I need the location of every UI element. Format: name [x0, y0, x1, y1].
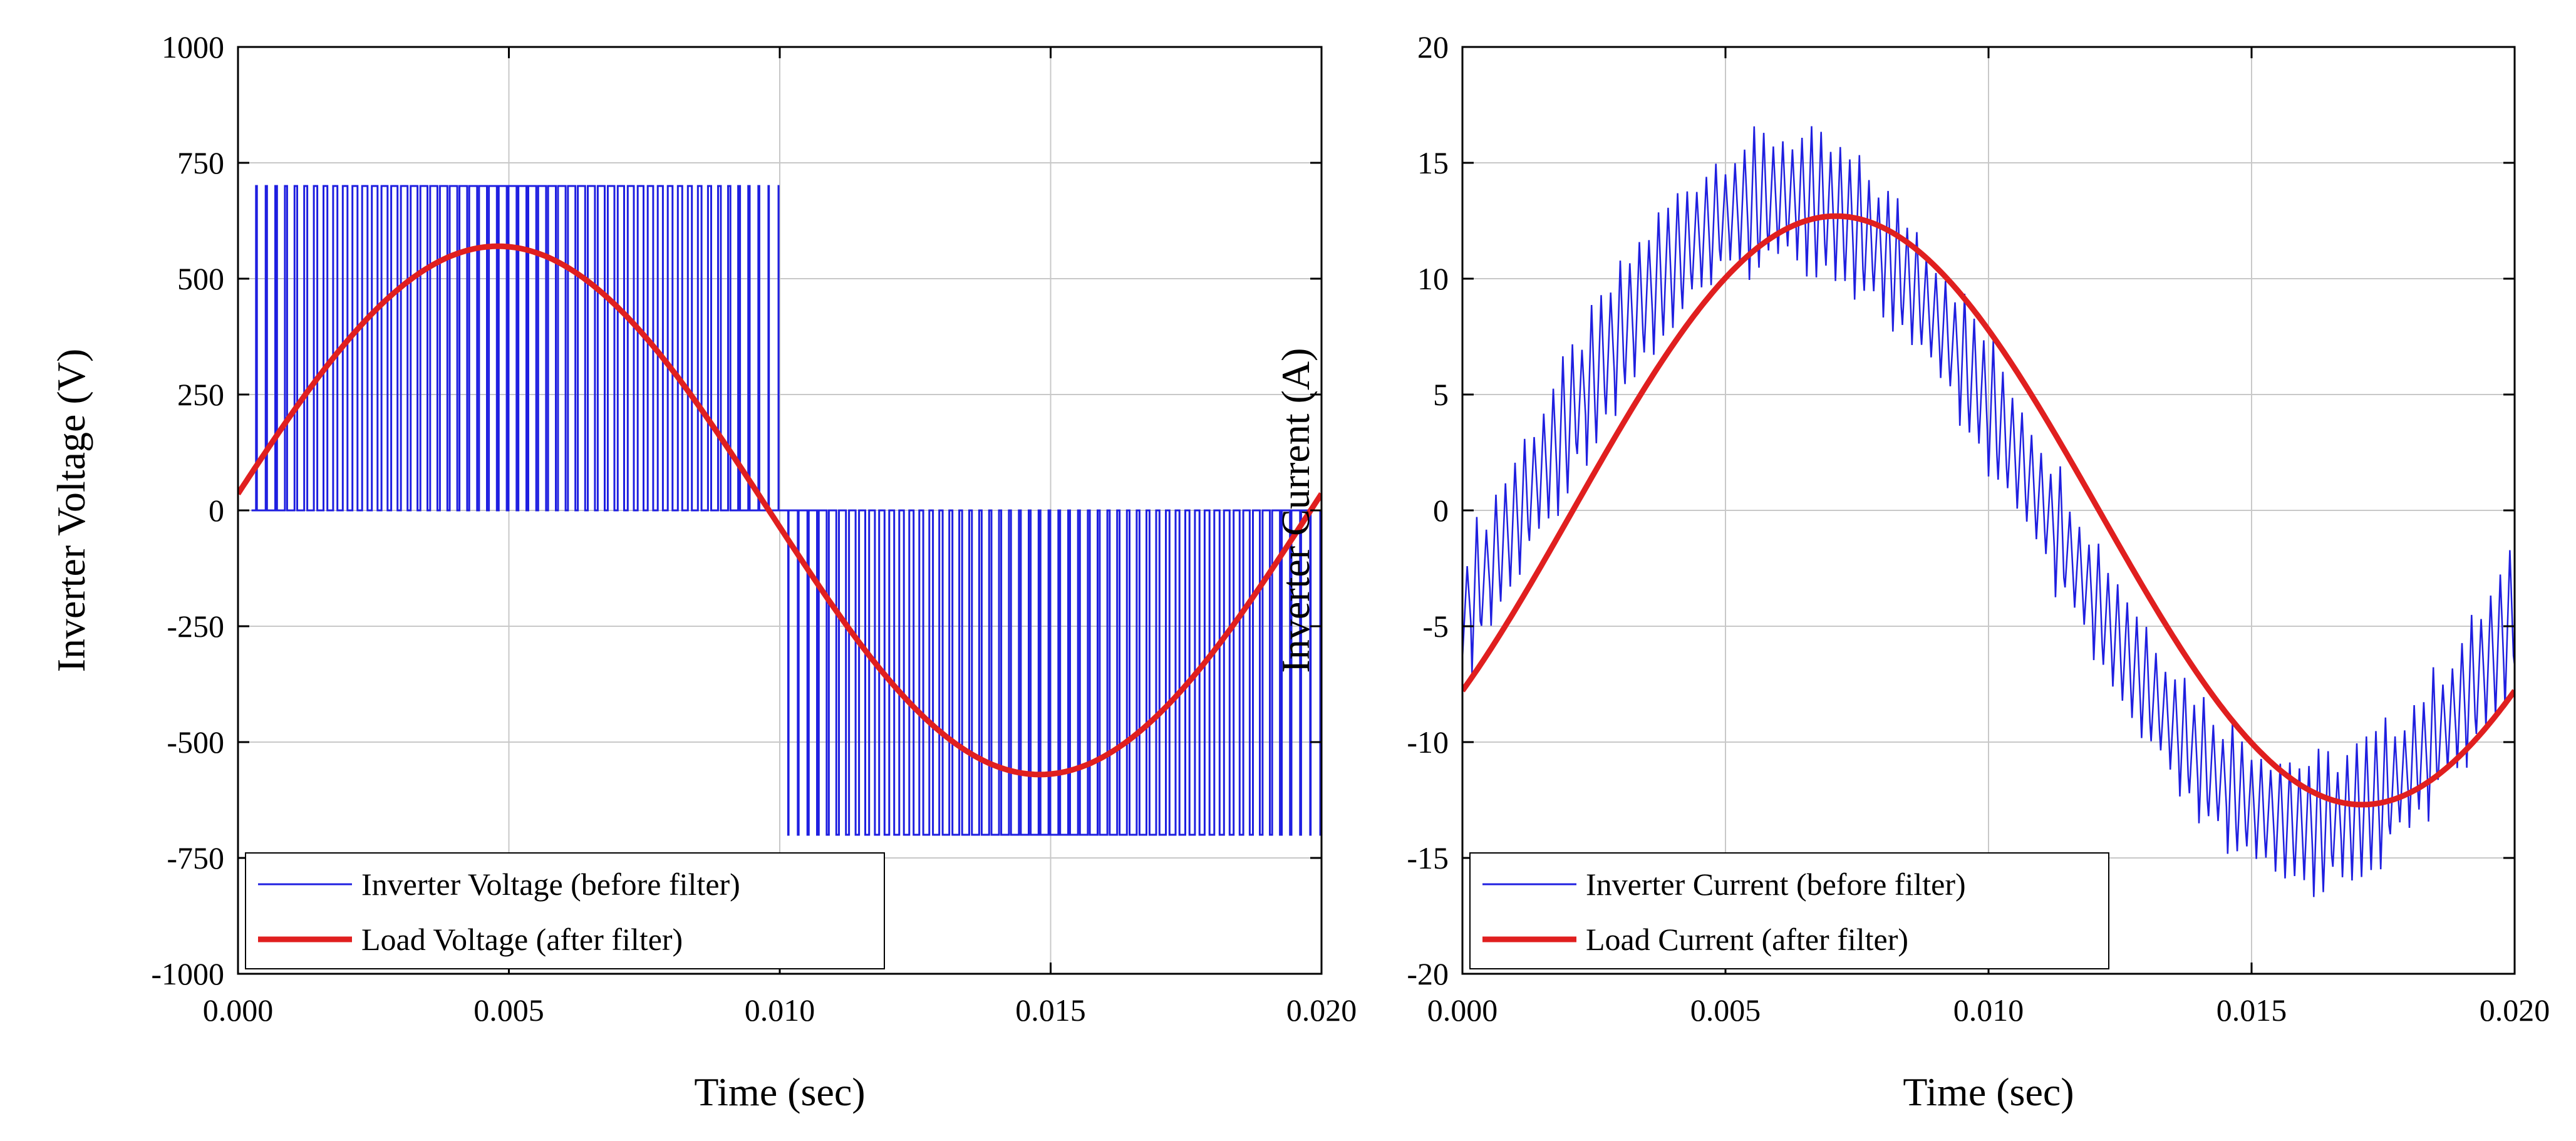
series-line-load	[238, 243, 1322, 778]
y-tick-label: -250	[167, 609, 224, 644]
y-tick-label: -5	[1422, 609, 1449, 644]
legend-label: Inverter Voltage (before filter)	[361, 867, 740, 902]
y-tick-label: -20	[1407, 956, 1449, 991]
x-tick-label: 0.020	[1286, 993, 1357, 1028]
y-tick-label: -1000	[151, 956, 224, 991]
x-axis-title: Time (sec)	[1903, 1070, 2074, 1114]
x-tick-label: 0.010	[745, 993, 815, 1028]
x-tick-label: 0.005	[473, 993, 544, 1028]
legend: Inverter Current (before filter) Load Cur…	[1469, 852, 2109, 969]
y-tick-label: 10	[1417, 261, 1449, 296]
x-tick-label: 0.005	[1690, 993, 1761, 1028]
series-line-inverter-voltage	[251, 185, 1322, 836]
y-tick-label: 1000	[162, 29, 224, 65]
series-group	[238, 185, 1322, 836]
y-tick-label: 0	[1433, 493, 1449, 528]
x-tick-label: 0.010	[1953, 993, 2024, 1028]
x-tick-label: 0.015	[2216, 993, 2287, 1028]
legend-box	[245, 852, 885, 969]
legend: Inverter Voltage (before filter) Load Vol…	[245, 852, 885, 969]
chart-inverter-current: 0.000 0.005 0.010 0.015 0.020 -20 -15 -10 -5 0 5 10…	[1273, 29, 2550, 1114]
y-tick-label: -15	[1407, 840, 1449, 875]
y-tick-label: 20	[1417, 29, 1449, 65]
legend-label: Load Voltage (after filter)	[361, 922, 683, 957]
y-tick-label: 0	[209, 493, 224, 528]
y-tick-label: 5	[1433, 377, 1449, 412]
y-tick-label: 15	[1417, 145, 1449, 180]
y-axis-title: Inverter Current (A)	[1273, 348, 1318, 673]
series-group	[1462, 126, 2515, 897]
x-tick-label: 0.015	[1015, 993, 1086, 1028]
chart-inverter-voltage: 0.000 0.005 0.010 0.015 0.020 -1000 -750 -500 -2…	[49, 29, 1357, 1114]
legend-label: Inverter Current (before filter)	[1586, 867, 1966, 902]
y-tick-label: 500	[177, 261, 224, 296]
y-tick-label: -10	[1407, 725, 1449, 760]
y-tick-label: 250	[177, 377, 224, 412]
legend-box	[1469, 852, 2109, 969]
x-tick-label: 0.020	[2480, 993, 2550, 1028]
x-axis-title: Time (sec)	[694, 1070, 865, 1114]
y-axis-title: Inverter Voltage (V)	[49, 349, 93, 673]
series-line-load	[1462, 213, 2515, 808]
y-tick-label: 750	[177, 145, 224, 180]
x-tick-label: 0.000	[203, 993, 274, 1028]
y-tick-label: -500	[167, 725, 224, 760]
x-tick-label: 0.000	[1427, 993, 1498, 1028]
legend-label: Load Current (after filter)	[1586, 922, 1908, 957]
y-tick-label: -750	[167, 840, 224, 875]
